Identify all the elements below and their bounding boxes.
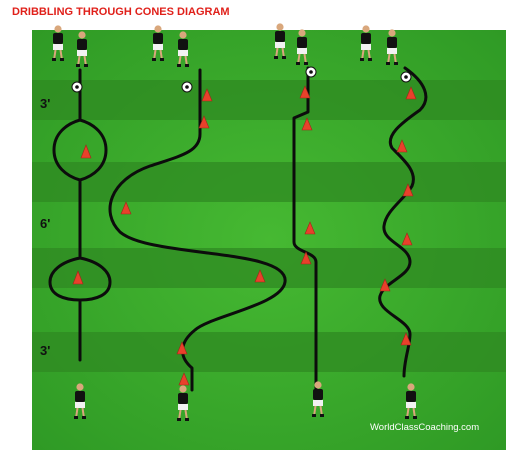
players (52, 23, 417, 421)
soccer-ball-icon (400, 71, 412, 83)
credit-watermark: WorldClassCoaching.com (370, 422, 479, 433)
cone-icon (304, 221, 316, 235)
cone-icon (396, 139, 408, 153)
cone-icon (400, 332, 412, 346)
cone-icon (176, 341, 188, 355)
cone-icon (120, 201, 132, 215)
balls (71, 66, 412, 93)
dribble-path-lane-2 (108, 68, 287, 392)
cone-icon (402, 183, 414, 197)
cone-icon (300, 251, 312, 265)
cone-icon (379, 278, 391, 292)
cone-icon (201, 88, 213, 102)
player-icon (177, 385, 189, 421)
player-icon (405, 383, 417, 419)
diagram-title: DRIBBLING THROUGH CONES DIAGRAM (12, 6, 230, 18)
player-icon (76, 31, 88, 67)
cone-icon (299, 85, 311, 99)
stripe (32, 162, 506, 202)
cone-icon (405, 86, 417, 100)
player-icon (177, 31, 189, 67)
cone-icon (254, 269, 266, 283)
cone-icon (198, 115, 210, 129)
cone-icon (80, 144, 92, 159)
soccer-ball-icon (181, 81, 193, 93)
cones (72, 85, 417, 386)
player-icon (296, 29, 308, 65)
player-icon (52, 25, 64, 61)
player-icon (274, 23, 286, 59)
cone-icon (301, 117, 313, 131)
cone-icon (178, 372, 190, 386)
cone-icon (72, 270, 84, 285)
distance-label-top: 3' (40, 96, 50, 111)
player-icon (74, 383, 86, 419)
dribble-path-lane-3 (292, 66, 318, 394)
soccer-ball-icon (71, 81, 83, 93)
field-stripes (32, 80, 506, 372)
dribble-path-lane-1 (48, 68, 112, 362)
cone-icon (401, 232, 413, 246)
player-icon (360, 25, 372, 61)
stripe (32, 80, 506, 120)
player-icon (312, 381, 324, 417)
stripe (32, 332, 506, 372)
soccer-ball-icon (305, 66, 317, 78)
player-icon (386, 29, 398, 65)
distance-label-bottom: 3' (40, 343, 50, 358)
player-icon (152, 25, 164, 61)
dribble-path-lane-4 (378, 66, 428, 378)
distance-label-middle: 6' (40, 216, 50, 231)
